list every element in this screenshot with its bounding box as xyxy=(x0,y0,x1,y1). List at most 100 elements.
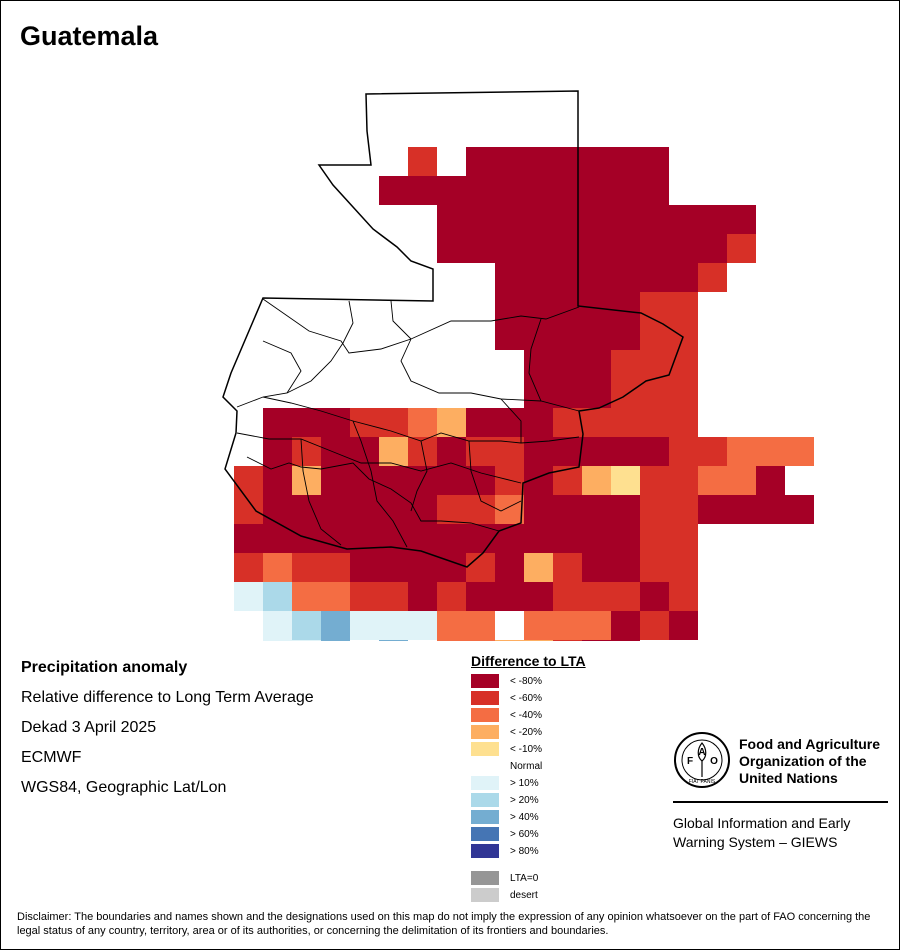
grid-cell xyxy=(582,350,611,379)
grid-cell xyxy=(350,495,379,524)
grid-cell xyxy=(698,234,727,263)
legend-item: Normal xyxy=(471,758,586,775)
grid-cell xyxy=(611,582,640,611)
grid-cell xyxy=(785,495,814,524)
grid-cell xyxy=(582,466,611,495)
grid-cell xyxy=(408,553,437,582)
legend-label: < -40% xyxy=(510,710,542,721)
legend-item: > 40% xyxy=(471,809,586,826)
legend-item: > 60% xyxy=(471,826,586,843)
grid-cell xyxy=(698,495,727,524)
grid-cell xyxy=(611,205,640,234)
info-line: ECMWF xyxy=(21,749,82,766)
grid-cell xyxy=(669,263,698,292)
grid-cell xyxy=(495,611,524,640)
grid-cell xyxy=(408,611,437,640)
grid-cell xyxy=(437,582,466,611)
grid-cell xyxy=(495,205,524,234)
legend-swatch xyxy=(471,888,499,902)
grid-cell xyxy=(495,176,524,205)
grid-cell xyxy=(727,495,756,524)
department-border xyxy=(236,300,354,408)
grid-cell xyxy=(727,437,756,466)
grid-cell xyxy=(321,640,350,641)
grid-cell xyxy=(611,524,640,553)
grid-cell xyxy=(640,234,669,263)
grid-cell xyxy=(321,611,350,640)
grid-cell xyxy=(640,292,669,321)
grid-cell xyxy=(524,495,553,524)
legend-item: < -20% xyxy=(471,724,586,741)
grid-cell xyxy=(756,495,785,524)
map-info: Precipitation anomaly Relative differenc… xyxy=(21,657,314,807)
grid-cell xyxy=(379,640,408,641)
grid-cell xyxy=(669,611,698,640)
grid-cell xyxy=(437,611,466,640)
grid-cell xyxy=(524,408,553,437)
department-border xyxy=(236,432,522,484)
grid-cell xyxy=(350,640,379,641)
grid-cell xyxy=(379,176,408,205)
legend-label: < -60% xyxy=(510,693,542,704)
legend-swatch xyxy=(471,674,499,688)
grid-cell xyxy=(495,321,524,350)
disclaimer: Disclaimer: The boundaries and names sho… xyxy=(17,911,871,937)
grid-cell xyxy=(553,640,582,641)
grid-cell xyxy=(553,205,582,234)
grid-cell xyxy=(379,582,408,611)
grid-cell xyxy=(263,466,292,495)
grid-cell xyxy=(582,147,611,176)
grid-cell xyxy=(611,408,640,437)
department-border xyxy=(246,456,500,532)
grid-cell xyxy=(553,582,582,611)
grid-cell xyxy=(785,437,814,466)
grid-cell xyxy=(495,263,524,292)
grid-cell xyxy=(408,582,437,611)
grid-cell xyxy=(524,582,553,611)
grid-cell xyxy=(234,524,263,553)
grid-cell xyxy=(553,234,582,263)
grid-cell xyxy=(553,495,582,524)
fao-logo-letter: O xyxy=(710,756,718,767)
anomaly-grid xyxy=(234,147,814,641)
grid-cell xyxy=(263,408,292,437)
legend-swatch xyxy=(471,725,499,739)
grid-cell xyxy=(553,263,582,292)
grid-cell xyxy=(640,379,669,408)
grid-cell xyxy=(466,553,495,582)
legend-label: < -80% xyxy=(510,676,542,687)
grid-cell xyxy=(292,553,321,582)
grid-cell xyxy=(669,321,698,350)
grid-cell xyxy=(466,205,495,234)
grid-cell xyxy=(553,379,582,408)
grid-cell xyxy=(437,524,466,553)
legend-item: < -80% xyxy=(471,673,586,690)
grid-cell xyxy=(466,147,495,176)
grid-cell xyxy=(553,466,582,495)
grid-cell xyxy=(466,466,495,495)
grid-cell xyxy=(292,524,321,553)
grid-cell xyxy=(437,466,466,495)
fao-logo-letter: F xyxy=(687,756,693,767)
info-line: Relative difference to Long Term Average xyxy=(21,689,314,706)
department-border xyxy=(468,440,522,512)
grid-cell xyxy=(408,176,437,205)
grid-cell xyxy=(495,495,524,524)
legend-item: < -60% xyxy=(471,690,586,707)
grid-cell xyxy=(379,553,408,582)
legend-label: > 60% xyxy=(510,829,539,840)
department-border xyxy=(390,300,412,340)
grid-cell xyxy=(437,234,466,263)
grid-cell xyxy=(727,234,756,263)
legend-label: Normal xyxy=(510,761,543,772)
grid-cell xyxy=(524,234,553,263)
grid-cell xyxy=(524,205,553,234)
grid-cell xyxy=(379,437,408,466)
grid-cell xyxy=(524,524,553,553)
legend-swatch xyxy=(471,844,499,858)
grid-cell xyxy=(669,524,698,553)
legend-label: > 10% xyxy=(510,778,539,789)
grid-cell xyxy=(553,147,582,176)
grid-cell xyxy=(611,263,640,292)
grid-cell xyxy=(263,611,292,640)
